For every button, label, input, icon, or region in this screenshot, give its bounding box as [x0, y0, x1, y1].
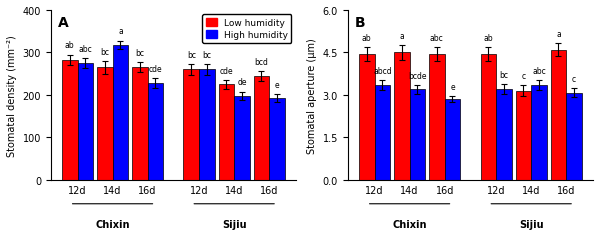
Bar [113, 46, 128, 180]
Text: bcde: bcde [408, 72, 427, 81]
Text: c: c [572, 75, 576, 84]
Bar [77, 64, 93, 180]
Bar [218, 85, 234, 180]
Text: cde: cde [220, 67, 233, 76]
Text: B: B [355, 16, 366, 30]
Text: Sijiu: Sijiu [222, 219, 247, 229]
Bar [410, 90, 425, 180]
Bar [394, 53, 410, 180]
Text: ab: ab [65, 41, 74, 50]
Bar [445, 100, 460, 180]
Text: a: a [556, 30, 561, 39]
Text: bc: bc [187, 51, 196, 60]
Bar [269, 98, 285, 180]
Text: A: A [58, 16, 69, 30]
Bar [254, 76, 269, 180]
Bar [184, 70, 199, 180]
Text: bc: bc [202, 51, 211, 60]
Bar [566, 93, 582, 180]
Bar [359, 55, 374, 180]
Bar [515, 91, 531, 180]
Text: e: e [450, 83, 455, 92]
Bar [551, 50, 566, 180]
Bar [496, 90, 512, 180]
Text: a: a [400, 32, 404, 41]
Bar [148, 84, 163, 180]
Bar [62, 61, 77, 180]
Text: bcd: bcd [254, 57, 268, 66]
Bar [531, 86, 547, 180]
Bar [97, 68, 113, 180]
Bar [374, 86, 390, 180]
Bar [132, 68, 148, 180]
Bar [234, 96, 250, 180]
Text: bc: bc [100, 48, 109, 57]
Text: abc: abc [79, 45, 92, 54]
Text: a: a [118, 27, 123, 36]
Bar [481, 55, 496, 180]
Bar [429, 55, 445, 180]
Bar [199, 70, 215, 180]
Y-axis label: Stomatal density (mm⁻²): Stomatal density (mm⁻²) [7, 35, 17, 156]
Text: de: de [237, 78, 247, 87]
Legend: Low humidity, High humidity: Low humidity, High humidity [202, 15, 292, 43]
Text: abcd: abcd [373, 67, 392, 76]
Text: abc: abc [430, 33, 443, 43]
Y-axis label: Stomatal aperture (μm): Stomatal aperture (μm) [307, 38, 317, 153]
Text: c: c [521, 72, 526, 81]
Text: Chixin: Chixin [95, 219, 130, 229]
Text: e: e [275, 80, 280, 89]
Text: cde: cde [149, 65, 162, 73]
Text: bc: bc [135, 49, 144, 58]
Text: bc: bc [500, 71, 509, 80]
Text: ab: ab [484, 33, 493, 43]
Text: abc: abc [532, 67, 546, 76]
Text: Sijiu: Sijiu [519, 219, 544, 229]
Text: ab: ab [362, 33, 371, 43]
Text: Chixin: Chixin [392, 219, 427, 229]
